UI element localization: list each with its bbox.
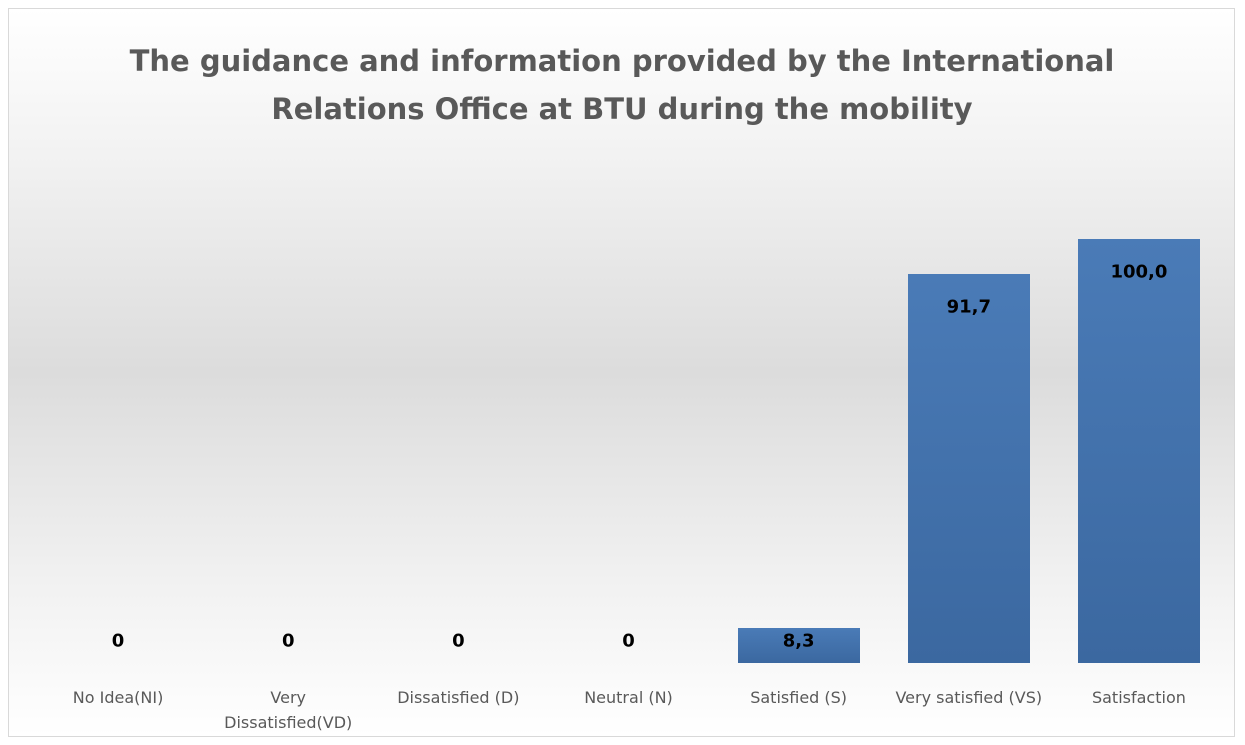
x-tick-label: Very Dissatisfied(VD)	[224, 688, 353, 732]
data-label: 8,3	[782, 630, 815, 652]
x-tick-label: Satisfied (S)	[750, 688, 848, 707]
x-tick-label: Satisfaction	[1091, 688, 1186, 707]
bar	[737, 627, 860, 663]
bar	[907, 274, 1030, 663]
chart: The guidance and information provided by…	[8, 8, 1235, 737]
data-label: 0	[622, 630, 635, 652]
data-label: 0	[452, 630, 465, 652]
data-label: 91,7	[946, 296, 991, 318]
data-label: 0	[111, 630, 125, 652]
bar	[1077, 239, 1200, 663]
x-tick-label: No Idea(NI)	[72, 688, 164, 707]
x-tick-label: Very satisfied (VS)	[895, 688, 1043, 707]
x-tick-label: Neutral (N)	[584, 688, 673, 707]
data-label: 100,0	[1110, 261, 1168, 283]
chart-title: The guidance and information provided by…	[129, 44, 1115, 126]
data-label: 0	[281, 630, 295, 652]
x-tick-label: Dissatisfied (D)	[397, 688, 520, 707]
